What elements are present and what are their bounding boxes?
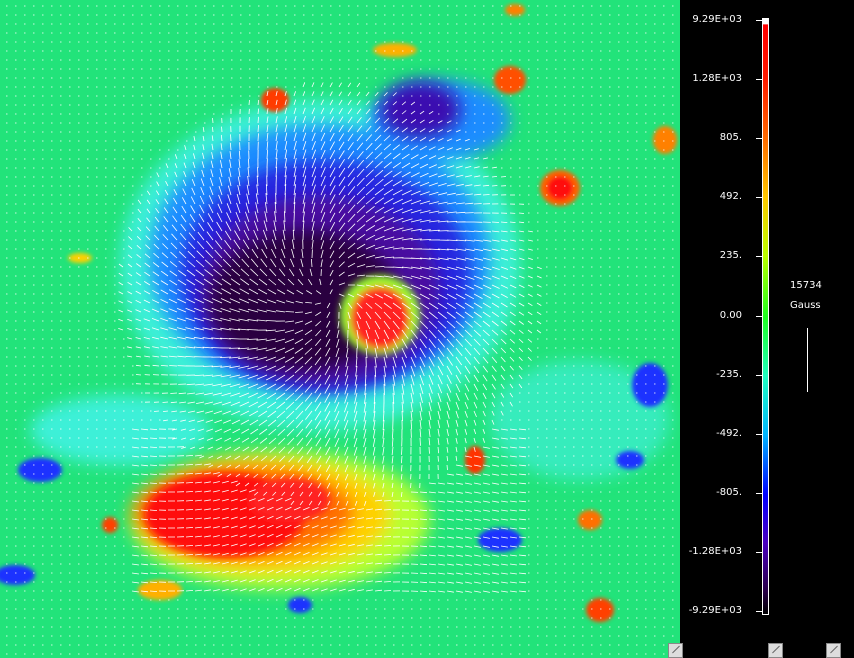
scale-vector-bar <box>807 328 808 392</box>
colorbar-tick-label: 1.28E+03 <box>692 73 742 85</box>
colorbar-tick-mark <box>756 433 762 435</box>
colorbar-tick-label: 805. <box>719 132 742 144</box>
colorbar-tick-label: -235. <box>716 368 742 380</box>
colorbar-tick-label: -492. <box>716 427 742 439</box>
colorbar-tick-mark <box>756 374 762 376</box>
magnetic-field-map <box>0 4 677 655</box>
colorbar-tick-label: 0.00 <box>719 309 742 321</box>
resize-grip-icon[interactable] <box>826 643 841 658</box>
colorbar-tick-label: -9.29E+03 <box>688 605 742 616</box>
colorbar-tick-mark <box>756 315 762 317</box>
colorbar-tick-mark <box>756 20 762 21</box>
vector-arrows <box>6 5 674 655</box>
colorbar-tick-mark <box>756 611 762 612</box>
colorbar-tick-label: -805. <box>716 486 742 498</box>
resize-grip-icon[interactable] <box>668 643 683 658</box>
colorbar-tick-mark <box>756 197 762 199</box>
colorbar-tick-mark <box>756 79 762 81</box>
colorbar-tick-mark <box>756 256 762 258</box>
colorbar-tick-label: 492. <box>719 191 742 203</box>
colorbar-tick-mark <box>756 551 762 553</box>
colorbar-tick-mark <box>756 492 762 494</box>
colorbar-tick-mark <box>756 138 762 140</box>
colorbar-tick-label: 9.29E+03 <box>692 14 742 25</box>
resize-grip-icon[interactable] <box>768 643 783 658</box>
magnetogram-image <box>0 0 680 658</box>
transverse-field-vectors <box>6 5 674 655</box>
colorbar-tick-label: -1.28E+03 <box>688 545 742 557</box>
colorbar-tick-label: 235. <box>719 250 742 262</box>
scale-vector-unit: Gauss <box>790 300 821 311</box>
scale-vector-value: 15734 <box>790 280 822 291</box>
colorbar-strip <box>762 18 769 615</box>
